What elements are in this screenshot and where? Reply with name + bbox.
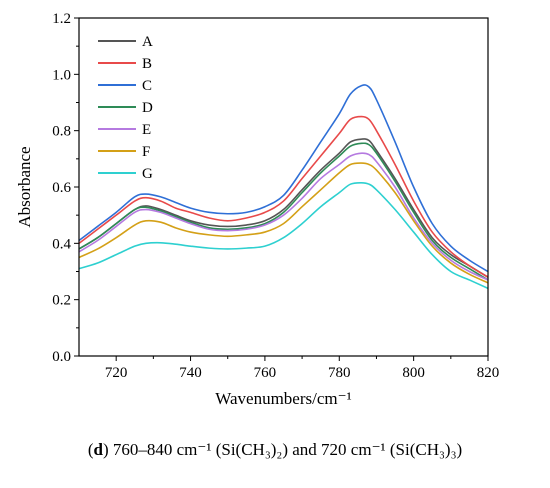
- x-tick-label: 740: [179, 365, 202, 381]
- series-line-f: [78, 162, 489, 284]
- y-tick-label: 0.2: [52, 293, 71, 309]
- legend-label-d: D: [142, 100, 153, 116]
- series-line-c: [78, 84, 489, 273]
- figure-caption: (d) 760–840 cm⁻¹ (Si(CH₃)₂) and 720 cm⁻¹…: [87, 440, 463, 459]
- x-tick-label: 720: [105, 365, 128, 381]
- legend-label-b: B: [142, 56, 152, 72]
- series-line-a: [78, 138, 489, 278]
- series-line-d: [78, 142, 489, 281]
- y-axis-title: Absorbance: [15, 146, 34, 227]
- series-line-g: [78, 181, 489, 290]
- y-tick-label: 1.2: [52, 11, 71, 27]
- x-axis-title: Wavenumbers/cm⁻¹: [215, 389, 351, 408]
- x-tick-label: 760: [254, 365, 277, 381]
- caption-label: d: [93, 440, 103, 459]
- y-tick-label: 1.0: [52, 67, 71, 83]
- caption-text: 760–840 cm⁻¹ (Si(CH₃)₂) and 720 cm⁻¹ (Si…: [108, 440, 463, 459]
- series-line-e: [78, 152, 489, 281]
- x-tick-label: 800: [402, 365, 425, 381]
- plot-frame: [78, 17, 489, 357]
- series-line-b: [78, 115, 489, 278]
- legend-label-g: G: [142, 166, 153, 182]
- legend-label-c: C: [142, 78, 152, 94]
- legend-label-f: F: [142, 144, 150, 160]
- x-tick-label: 820: [477, 365, 500, 381]
- x-tick-label: 780: [328, 365, 351, 381]
- y-tick-label: 0.8: [52, 124, 71, 140]
- y-tick-label: 0.6: [52, 180, 71, 196]
- legend-label-a: A: [142, 34, 153, 50]
- y-tick-label: 0.4: [52, 236, 71, 252]
- y-tick-label: 0.0: [52, 349, 71, 365]
- chart: 0.0 0.2 0.4 0.6 0.8 1.0 1.2 720 740 760 780 800 820 W…: [15, 11, 500, 408]
- legend-label-e: E: [142, 122, 151, 138]
